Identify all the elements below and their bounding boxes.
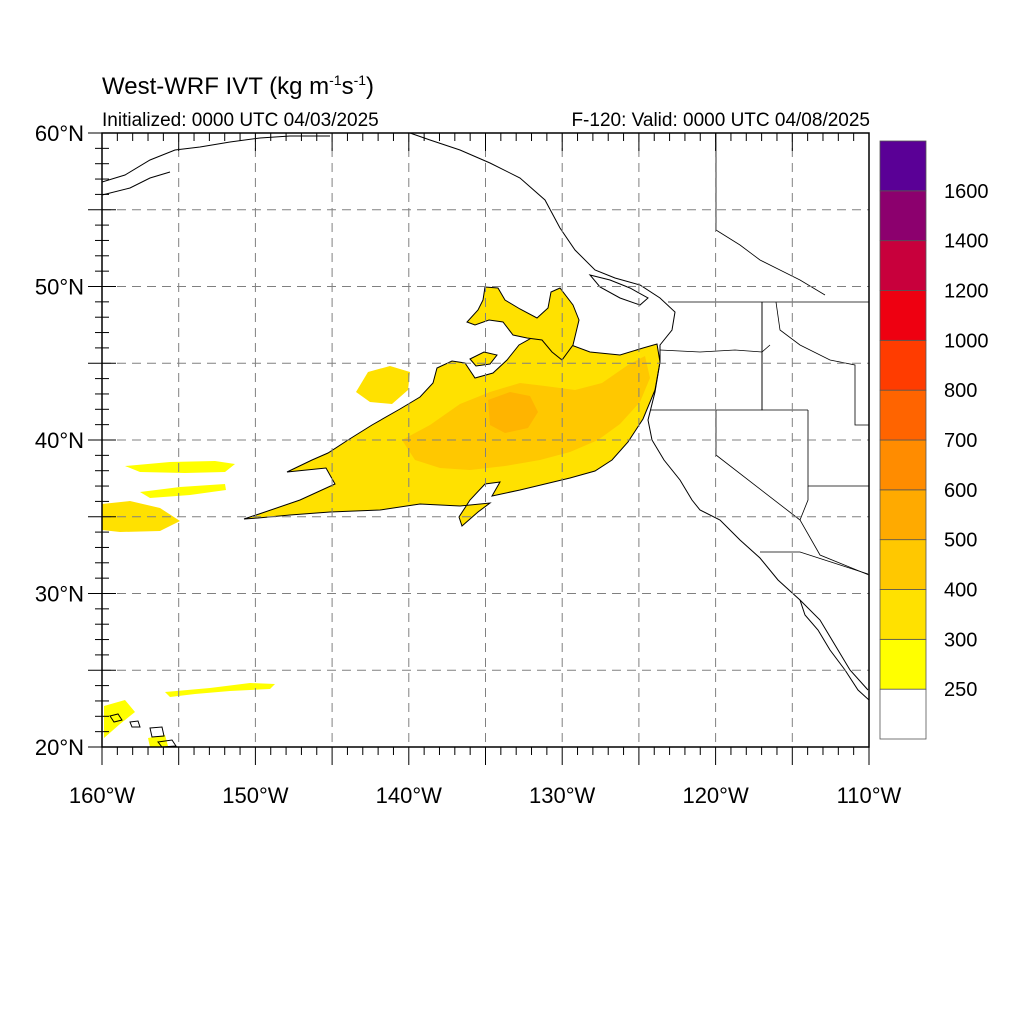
colorbar-swatch [879,489,927,541]
colorbar-swatch [879,339,927,391]
lat-tick-label: 40°N [35,428,84,453]
colorbar-label: 1000 [944,330,989,352]
colorbar-swatch [879,638,927,690]
colorbar-swatch [879,589,927,640]
state-borders [650,133,869,576]
mexico-border [760,551,869,575]
colorbar-label: 800 [944,380,977,402]
colorbar-swatch [879,539,927,590]
bc-interior [715,229,826,296]
colorbar-label: 1400 [944,231,989,253]
colorbar-swatch [879,688,927,740]
ut-border [807,410,869,487]
lat-labels: 60°N 50°N 40°N 30°N 20°N [35,121,84,760]
id-border [761,302,808,411]
colorbar-swatch [879,290,927,341]
colorbar-swatch [879,240,927,291]
gridlines [102,133,869,747]
axis-ticks [88,132,870,765]
colorbar-swatch [879,389,927,441]
colorbar-swatch [879,190,927,242]
alaska-coast [102,135,330,183]
island-vancouver [588,274,649,306]
lon-tick-label: 120°W [682,783,749,808]
or-ca-border [650,302,763,411]
colorbar-swatch [879,439,927,491]
lon-tick-label: 140°W [376,783,443,808]
ivt-patch-bands-1 [125,461,235,473]
az-border [799,486,869,576]
lon-tick-label: 160°W [69,783,136,808]
ivt-shading [102,286,661,747]
valid-time-label: F-120: Valid: 0000 UTC 04/08/2025 [571,110,870,131]
colorbar: 250 300 400 500 600 700 800 1000 1200 1400 1600 [879,140,989,740]
lat-tick-label: 60°N [35,121,84,146]
lat-tick-label: 30°N [35,582,84,607]
colorbar-label: 400 [944,580,977,602]
coastlines [102,133,869,747]
colorbar-label: 1200 [944,281,989,303]
ivt-patch-hawaii-3 [148,735,168,747]
colorbar-label: 600 [944,480,977,502]
figure-title: West-WRF IVT (kg m-1s-1) [102,72,375,100]
colorbar-swatch [879,140,927,192]
lon-tick-label: 150°W [222,783,289,808]
lon-tick-label: 110°W [837,783,902,808]
ivt-core-400 [488,392,538,433]
colorbar-label: 500 [944,530,977,552]
colorbar-label: 1600 [944,181,989,203]
mt-border [775,301,869,426]
ivt-patch-hawaii-2 [104,700,135,738]
nv-border [715,410,801,521]
bc-coast [409,133,869,691]
lon-labels: 160°W 150°W 140°W 130°W 120°W 110°W [69,783,902,808]
ivt-lobe-small [469,351,498,367]
lat-tick-label: 20°N [35,735,84,760]
ivt-patch-bands-2 [140,484,226,498]
initialized-label: Initialized: 0000 UTC 04/03/2025 [102,110,379,131]
lon-tick-label: 130°W [529,783,596,808]
alaska-coast-2 [102,171,171,196]
wa-or-border [659,344,771,353]
ivt-patch-west [356,366,410,404]
baja-coast [799,599,869,701]
colorbar-label: 300 [944,629,977,651]
hawaii-islands [109,713,177,747]
colorbar-label: 700 [944,430,977,452]
colorbar-label: 250 [944,679,977,701]
lat-tick-label: 50°N [35,275,84,300]
ivt-patch-hawaii [165,683,275,697]
